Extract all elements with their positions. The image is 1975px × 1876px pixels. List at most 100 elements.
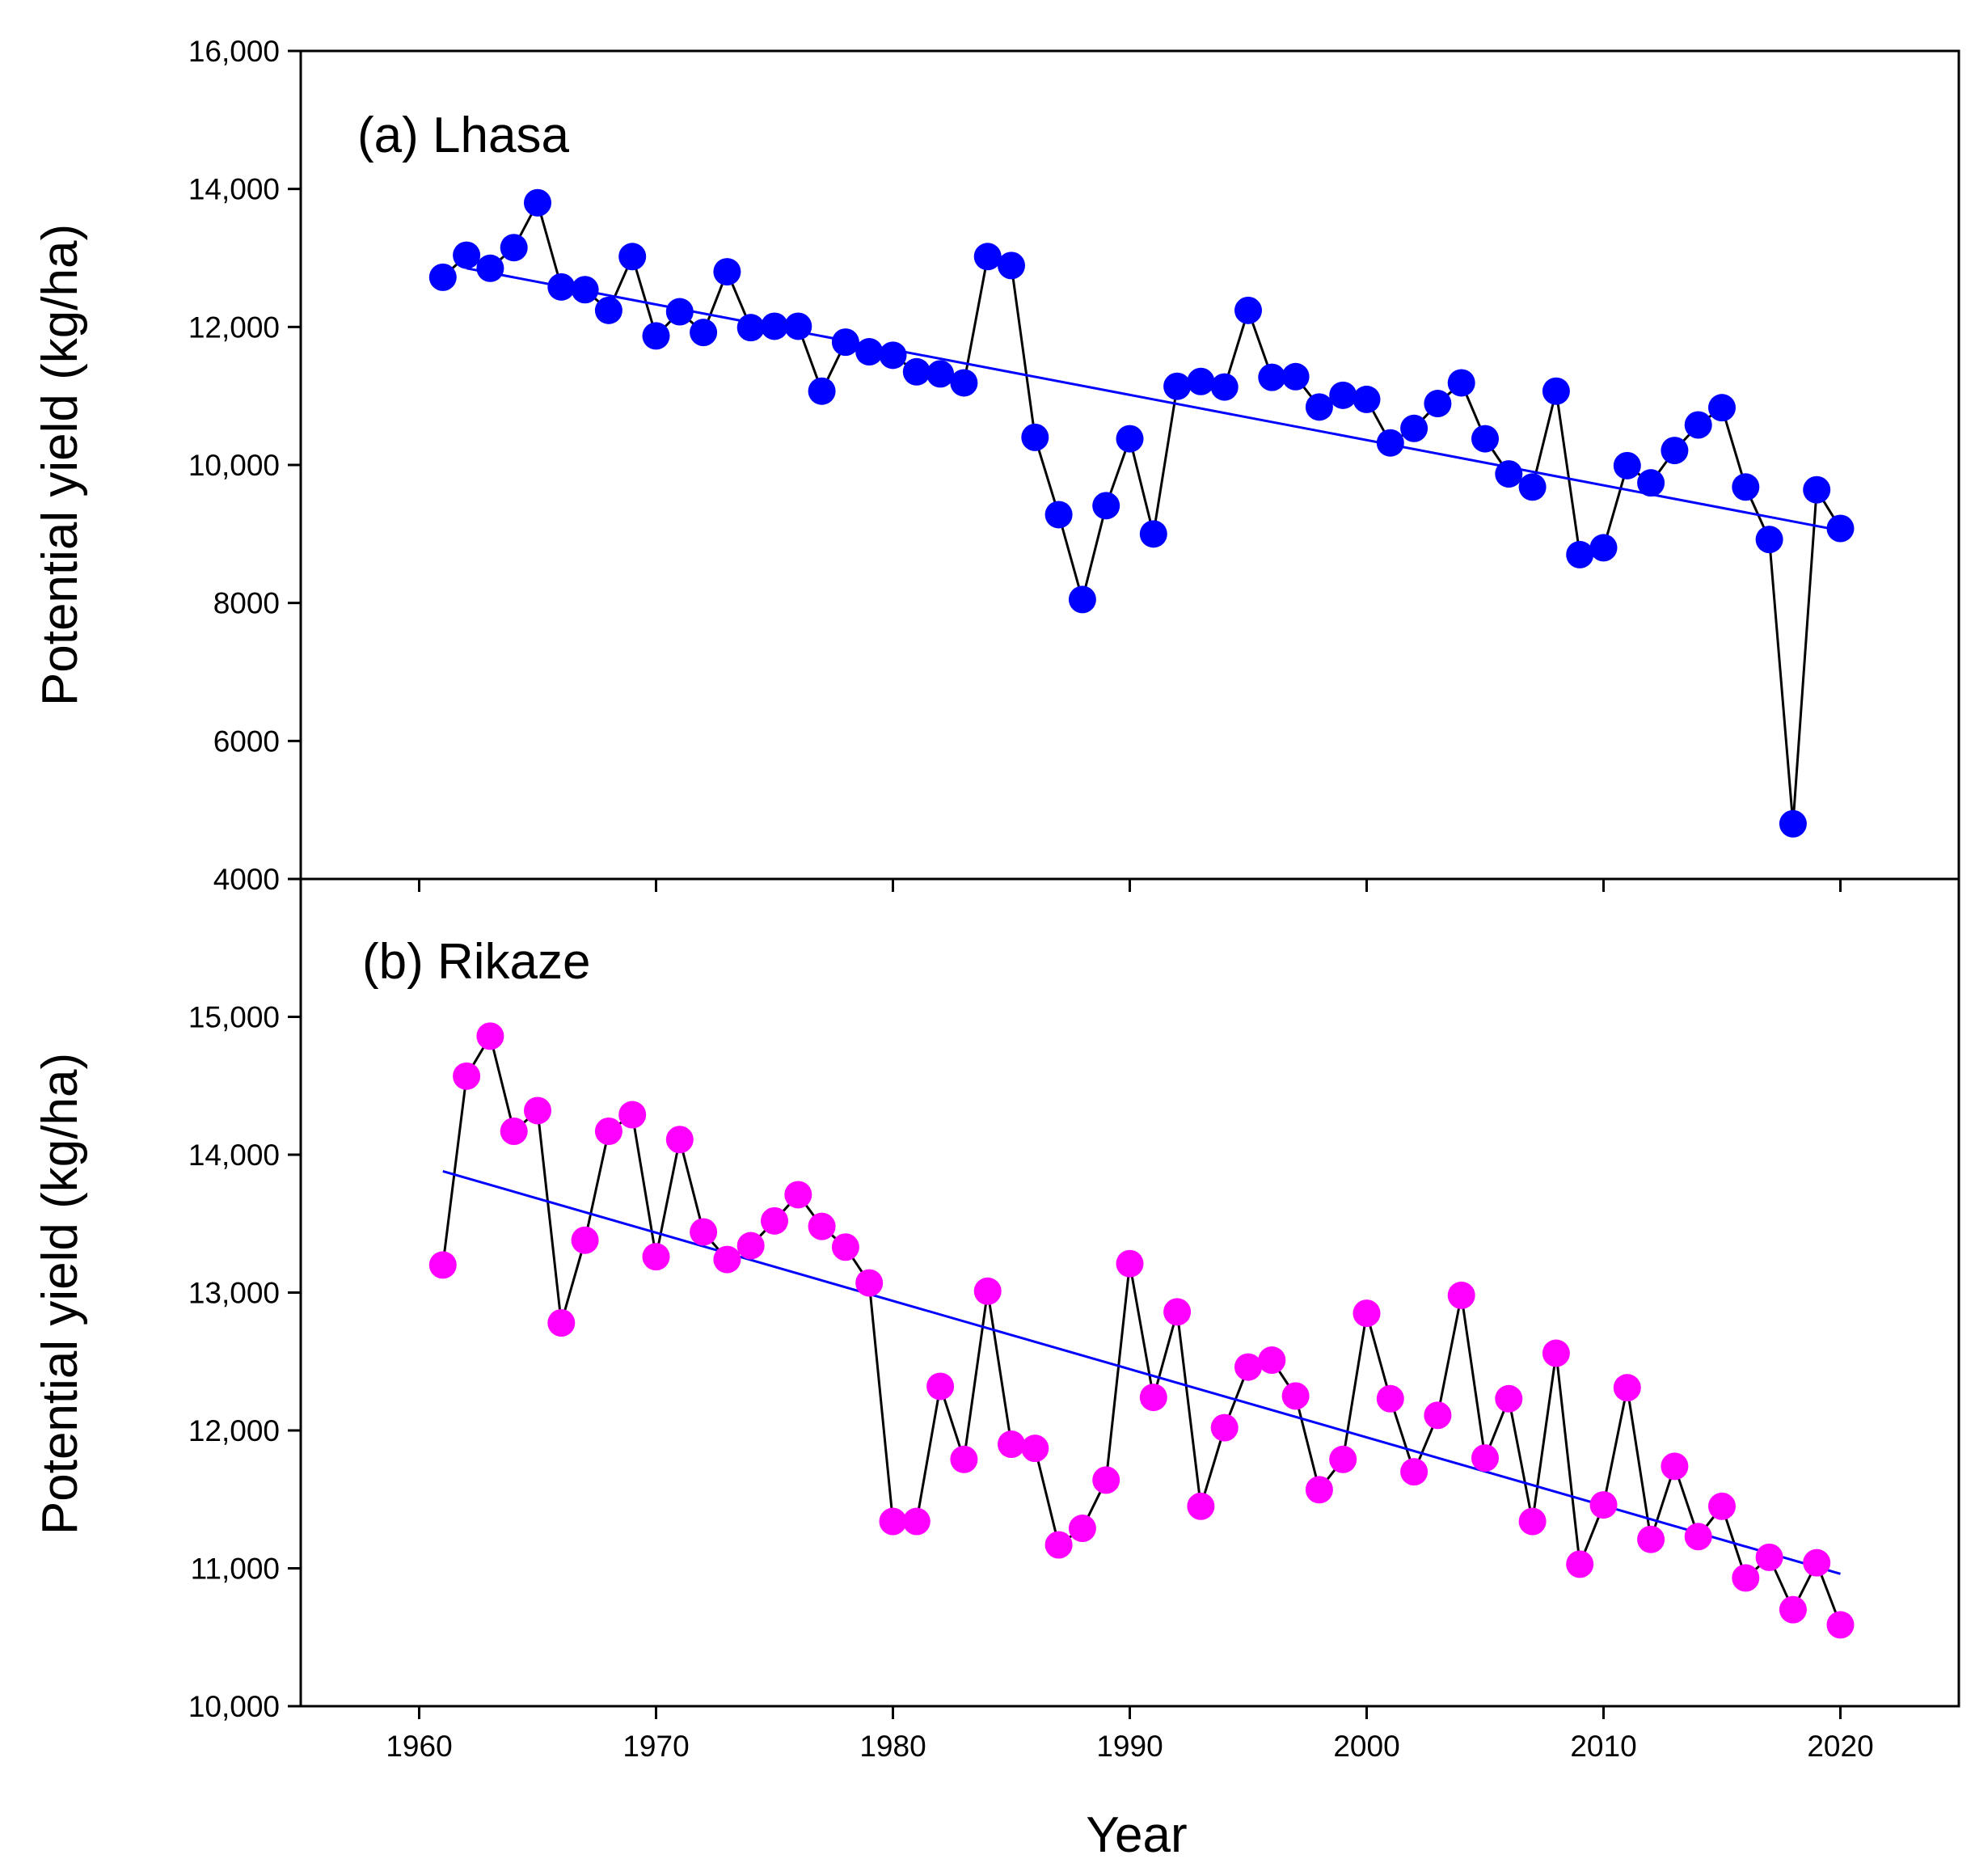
data-point-a-2014 [1684,411,1712,439]
x-tick-label-1990: 1990 [1096,1730,1163,1763]
data-point-a-1977 [808,377,836,405]
data-point-b-1965 [524,1096,551,1125]
data-point-a-1968 [594,296,622,324]
x-tick-label-1970: 1970 [622,1730,689,1763]
data-point-b-1984 [973,1277,1002,1305]
data-point-a-2019 [1803,475,1831,504]
y-tick-label-a-10000: 10,000 [188,449,280,482]
data-point-b-2017 [1755,1543,1783,1571]
data-point-b-2005 [1471,1444,1499,1472]
data-point-a-1983 [950,369,978,397]
panel-b-y-axis: 10,000 11,000 12,000 13,000 14,000 15,000 [188,1001,301,1723]
data-point-b-1973 [713,1245,741,1274]
data-point-b-1996 [1258,1346,1286,1375]
panel-a-series-line [441,199,1842,824]
data-point-b-2004 [1447,1281,1475,1309]
x-tick-label-2000: 2000 [1333,1730,1399,1763]
panel-b-trend-line [442,1170,1841,1575]
data-point-b-2018 [1779,1595,1807,1624]
data-point-a-2020 [1826,514,1855,543]
data-point-b-1999 [1329,1445,1357,1473]
panel-b-label: (b) Rikaze [362,934,591,990]
data-point-b-2003 [1424,1401,1452,1430]
data-point-a-1963 [476,254,504,282]
data-point-b-2012 [1637,1525,1665,1553]
data-point-b-2019 [1803,1549,1831,1577]
data-point-a-1964 [500,234,528,262]
data-point-a-2015 [1708,394,1736,422]
y-tick-label-b-14000: 14,000 [188,1139,280,1172]
data-point-b-1971 [665,1126,694,1154]
data-point-b-1980 [879,1507,907,1536]
data-point-a-1996 [1258,363,1286,391]
data-point-b-1979 [855,1269,884,1297]
data-point-b-2008 [1542,1339,1570,1367]
data-point-b-1994 [1210,1413,1239,1442]
data-point-a-1982 [926,360,955,388]
data-point-a-2010 [1589,534,1618,562]
data-point-a-1990 [1116,425,1144,453]
data-point-a-2007 [1518,473,1547,501]
data-point-b-1986 [1021,1434,1049,1463]
data-point-a-1995 [1234,296,1262,324]
data-point-b-1988 [1068,1515,1096,1543]
y-tick-label-b-11000: 11,000 [191,1553,280,1586]
data-point-a-2011 [1613,451,1641,480]
data-point-b-1972 [690,1218,718,1246]
data-point-a-2017 [1755,526,1783,554]
data-point-a-1985 [998,251,1025,280]
data-point-a-2012 [1637,469,1665,497]
y-tick-label-a-16000: 16,000 [188,35,280,68]
data-point-a-2003 [1424,390,1452,418]
data-point-b-1975 [761,1206,788,1235]
data-point-a-2004 [1447,369,1475,397]
data-point-b-1977 [808,1212,836,1240]
data-point-b-1970 [642,1243,670,1271]
panel-a-y-axis-title: Potential yield (kg/ha) [32,224,88,706]
data-point-b-1974 [736,1232,765,1260]
panel-b-x-axis: 1960 1970 1980 1990 2000 2010 2020 [386,1706,1874,1763]
data-point-b-1998 [1305,1476,1333,1504]
data-point-a-1989 [1092,492,1120,520]
data-point-b-2009 [1566,1550,1594,1578]
panel-b-frame [299,877,1960,1708]
data-point-a-1987 [1044,501,1073,529]
data-point-b-2014 [1684,1523,1712,1551]
data-point-a-1991 [1139,520,1167,548]
data-point-b-2006 [1495,1384,1523,1413]
data-point-a-1966 [547,273,576,301]
data-point-b-1961 [428,1251,457,1279]
data-point-b-1967 [571,1226,599,1254]
data-point-b-2020 [1826,1611,1855,1639]
data-point-b-1997 [1281,1382,1310,1410]
data-point-b-1995 [1234,1353,1262,1381]
x-tick-label-2010: 2010 [1570,1730,1636,1763]
data-point-a-1974 [736,314,765,342]
data-point-a-1984 [973,243,1002,271]
data-point-b-1987 [1044,1531,1073,1559]
panel-a: 4000 6000 8000 10,000 12,000 14,000 16,000 (a)… [32,35,1960,896]
data-point-b-1985 [998,1430,1025,1459]
panel-a-y-axis: 4000 6000 8000 10,000 12,000 14,000 16,000 [188,35,301,896]
data-point-b-1963 [476,1022,504,1050]
data-point-a-2009 [1566,540,1594,568]
data-point-a-1961 [428,263,457,291]
data-point-a-2001 [1376,429,1404,457]
data-point-a-1994 [1210,373,1239,401]
data-point-a-1992 [1163,372,1192,400]
y-tick-label-a-12000: 12,000 [188,311,280,344]
y-tick-label-b-10000: 10,000 [188,1690,280,1723]
data-point-a-1965 [524,188,551,217]
data-point-a-1972 [690,319,718,347]
y-tick-label-a-6000: 6000 [213,725,280,758]
data-point-b-1969 [618,1101,647,1129]
data-point-a-1993 [1187,367,1215,395]
panel-a-trend-line [466,267,1841,532]
x-tick-label-1980: 1980 [859,1730,926,1763]
data-point-a-2016 [1732,473,1760,501]
y-tick-label-b-13000: 13,000 [188,1277,280,1310]
data-point-b-2011 [1613,1374,1641,1402]
data-point-b-1976 [784,1181,812,1209]
panel-b-points [428,1022,1855,1639]
data-point-a-1997 [1281,362,1310,391]
